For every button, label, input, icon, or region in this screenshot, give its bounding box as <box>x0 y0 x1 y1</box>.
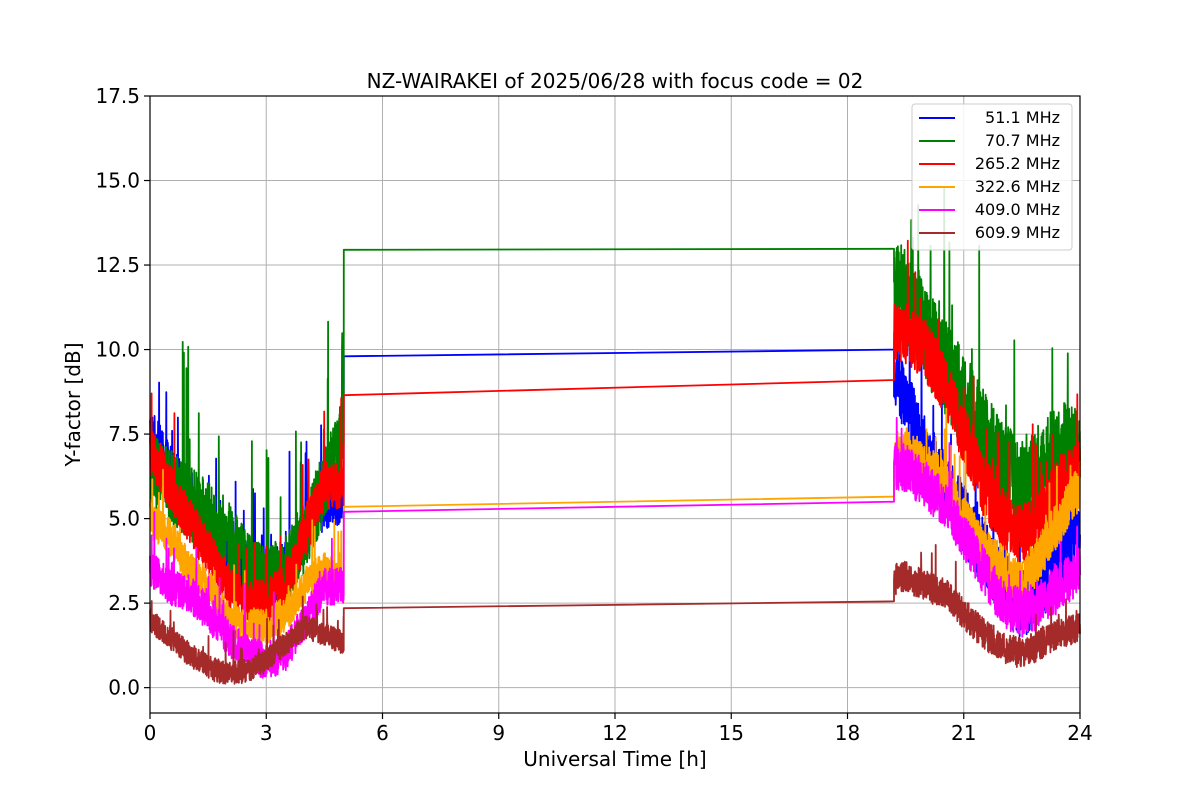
x-tick-label: 0 <box>144 721 157 745</box>
x-tick-label: 6 <box>376 721 389 745</box>
y-tick-label: 0.0 <box>108 676 140 700</box>
x-tick-label: 12 <box>602 721 627 745</box>
y-tick-label: 2.5 <box>108 591 140 615</box>
axis-ticks: 0 3 6 9 12 15 18 21 24 0.0 2.5 5.0 7.5 10.0 12.5 15.0 17… <box>95 84 1092 745</box>
chart-title: NZ-WAIRAKEI of 2025/06/28 with focus cod… <box>367 69 864 93</box>
series-line-5 <box>149 416 1081 679</box>
legend-label-5: 409.0 MHz <box>975 200 1060 219</box>
y-tick-label: 7.5 <box>108 422 140 446</box>
y-tick-label: 10.0 <box>95 338 140 362</box>
y-tick-label: 15.0 <box>95 169 140 193</box>
x-axis-label: Universal Time [h] <box>523 747 706 771</box>
series-group <box>149 187 1081 685</box>
x-tick-label: 9 <box>492 721 505 745</box>
x-tick-label: 3 <box>260 721 273 745</box>
legend-label-3: 265.2 MHz <box>975 154 1060 173</box>
legend-label-1: 51.1 MHz <box>980 108 1060 127</box>
y-axis-label: Y-factor [dB] <box>61 342 85 467</box>
series-line-3 <box>149 239 1081 628</box>
x-tick-label: 15 <box>719 721 744 745</box>
legend-label-2: 70.7 MHz <box>980 131 1060 150</box>
legend: 51.1 MHz 70.7 MHz 265.2 MHz 322.6 MHz 409.0… <box>911 103 1073 251</box>
y-tick-label: 17.5 <box>95 84 140 108</box>
x-tick-label: 18 <box>835 721 860 745</box>
legend-label-4: 322.6 MHz <box>975 177 1060 196</box>
y-tick-label: 12.5 <box>95 253 140 277</box>
x-tick-label: 21 <box>951 721 976 745</box>
x-tick-label: 24 <box>1067 721 1092 745</box>
legend-label-6: 609.9 MHz <box>975 223 1060 242</box>
y-tick-label: 5.0 <box>108 507 140 531</box>
series-line-6 <box>149 544 1081 685</box>
